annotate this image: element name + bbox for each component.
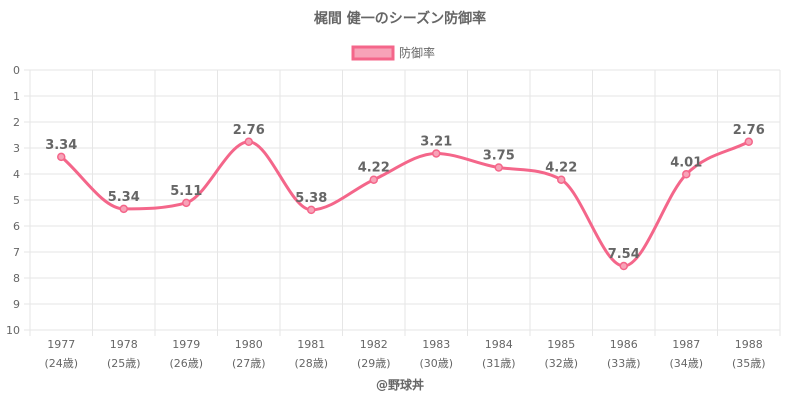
data-label: 2.76 xyxy=(733,123,765,138)
x-tick-label: 1986 xyxy=(610,338,638,351)
x-tick-sublabel: (30歳) xyxy=(419,357,453,370)
x-tick-sublabel: (31歳) xyxy=(482,357,516,370)
x-tick-label: 1980 xyxy=(235,338,263,351)
x-tick-label: 1977 xyxy=(47,338,75,351)
data-point[interactable] xyxy=(307,205,316,215)
data-label: 5.11 xyxy=(170,184,202,199)
data-point[interactable] xyxy=(557,175,566,184)
x-tick-label: 1984 xyxy=(485,338,513,351)
y-tick-label: 0 xyxy=(13,64,20,77)
x-tick-label: 1985 xyxy=(547,338,575,351)
x-tick-sublabel: (34歳) xyxy=(669,357,703,370)
data-label: 3.34 xyxy=(45,138,77,153)
data-point[interactable] xyxy=(369,175,378,184)
x-tick-label: 1979 xyxy=(172,338,200,351)
y-tick-label: 10 xyxy=(6,324,20,337)
x-tick-label: 1982 xyxy=(360,338,388,351)
x-tick-label: 1981 xyxy=(297,338,325,351)
x-tick-sublabel: (25歳) xyxy=(107,357,141,370)
grid xyxy=(24,69,781,336)
x-tick-label: 1978 xyxy=(110,338,138,351)
y-axis: 0 1 2 3 4 5 6 7 8 9 10 xyxy=(6,64,20,337)
data-label: 4.22 xyxy=(545,161,577,176)
x-tick-label: 1988 xyxy=(735,338,763,351)
legend-label: 防御率 xyxy=(399,45,435,60)
x-axis: 1977 (24歳) 1978 (25歳) 1979 (26歳) 1980 (27歳) 1981… xyxy=(44,338,765,370)
data-point[interactable] xyxy=(182,198,191,208)
x-tick-sublabel: (24歳) xyxy=(44,357,78,370)
x-tick-sublabel: (27歳) xyxy=(232,357,266,370)
y-tick-label: 5 xyxy=(13,194,20,207)
x-tick-sublabel: (28歳) xyxy=(294,357,328,370)
data-point[interactable] xyxy=(244,137,253,147)
data-point[interactable] xyxy=(744,137,753,147)
y-tick-label: 4 xyxy=(13,168,20,181)
series-layer xyxy=(57,137,753,271)
x-tick-sublabel: (29歳) xyxy=(357,357,391,370)
data-labels: 3.34 5.34 5.11 2.76 5.38 4.22 3.21 3.75 4.22 7.54… xyxy=(45,123,765,262)
data-label: 3.21 xyxy=(420,134,452,149)
y-tick-label: 1 xyxy=(13,90,20,103)
x-tick-sublabel: (35歳) xyxy=(732,357,766,370)
data-point[interactable] xyxy=(119,204,128,214)
data-label: 3.75 xyxy=(483,149,515,164)
x-tick-sublabel: (26歳) xyxy=(169,357,203,370)
credit-label: @野球丼 xyxy=(376,377,424,392)
y-tick-label: 8 xyxy=(13,272,20,285)
data-point[interactable] xyxy=(494,163,503,172)
x-tick-label: 1983 xyxy=(422,338,450,351)
data-label: 7.54 xyxy=(608,247,640,262)
y-tick-label: 6 xyxy=(13,220,20,233)
data-label: 5.34 xyxy=(108,190,140,205)
data-label: 5.38 xyxy=(295,191,327,206)
data-point[interactable] xyxy=(682,170,691,179)
x-tick-sublabel: (33歳) xyxy=(607,357,641,370)
data-point[interactable] xyxy=(57,152,66,162)
y-tick-label: 9 xyxy=(13,298,20,311)
legend-swatch xyxy=(351,45,395,61)
x-tick-sublabel: (32歳) xyxy=(544,357,578,370)
chart-title: 梶間 健一のシーズン防御率 xyxy=(314,10,486,27)
data-label: 2.76 xyxy=(233,123,265,138)
y-tick-label: 7 xyxy=(13,246,20,259)
y-tick-label: 2 xyxy=(13,116,20,129)
data-label: 4.01 xyxy=(670,155,702,170)
data-point[interactable] xyxy=(619,261,628,271)
data-point[interactable] xyxy=(432,149,441,158)
y-tick-label: 3 xyxy=(13,142,20,155)
legend[interactable]: 防御率 xyxy=(351,45,435,61)
data-label: 4.22 xyxy=(358,161,390,176)
x-tick-label: 1987 xyxy=(672,338,700,351)
